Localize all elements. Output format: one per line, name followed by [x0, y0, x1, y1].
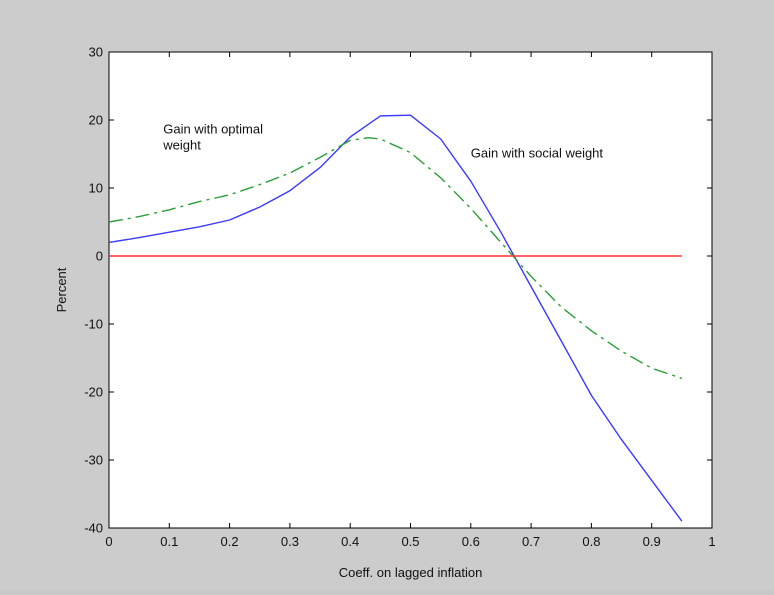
annotation-line: Gain with social weight: [471, 145, 604, 160]
y-tick-label: 10: [89, 181, 103, 196]
axis-ticks: 0 0.1 0.2 0.3 0.4 0.5 0.6 0.7 0.8 0.9 1 30 20 10 0 -10 -…: [84, 45, 715, 550]
series-layer: [108, 114, 683, 522]
x-tick-label: 0.5: [401, 534, 419, 549]
x-tick-label: 0.7: [522, 534, 540, 549]
y-tick-label: 0: [96, 249, 103, 264]
x-tick-label: 0.8: [582, 534, 600, 549]
y-tick-label: -30: [84, 453, 103, 468]
x-tick-label: 0.9: [643, 534, 661, 549]
x-tick-label: 0.4: [341, 534, 359, 549]
x-tick-label: 0.6: [462, 534, 480, 549]
green-dashdot-series-line: [108, 136, 683, 380]
annotation-layer: Gain with optimal weight Gain with social …: [162, 122, 603, 161]
x-tick-label: 0: [105, 534, 112, 549]
x-axis-label: Coeff. on lagged inflation: [339, 565, 483, 580]
y-tick-label: -20: [84, 385, 103, 400]
x-tick-label: 0.1: [160, 534, 178, 549]
x-tick-label: 1: [708, 534, 715, 549]
series-annotation: Gain with optimal weight: [162, 122, 263, 153]
y-tick-label: -10: [84, 317, 103, 332]
y-tick-label: 20: [89, 113, 103, 128]
x-tick-label: 0.3: [281, 534, 299, 549]
series-annotation: Gain with social weight: [471, 145, 604, 160]
y-tick-label: 30: [89, 45, 103, 60]
y-tick-label: -40: [84, 521, 103, 536]
x-tick-label: 0.2: [221, 534, 239, 549]
blue-solid-series-line: [108, 114, 683, 522]
y-axis-label: Percent: [54, 267, 69, 312]
annotation-line: weight: [162, 138, 201, 153]
plot-area: [108, 51, 713, 529]
annotation-line: Gain with optimal: [163, 122, 263, 137]
